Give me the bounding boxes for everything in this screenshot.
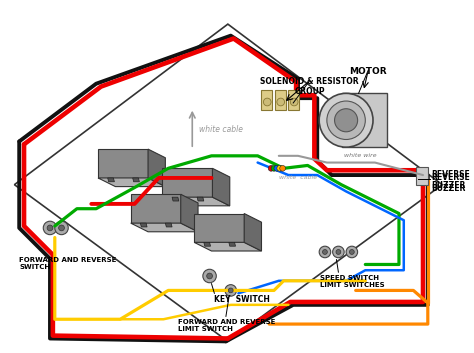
Polygon shape bbox=[98, 178, 165, 187]
Circle shape bbox=[59, 225, 64, 231]
Circle shape bbox=[349, 250, 354, 255]
Circle shape bbox=[43, 221, 57, 235]
Polygon shape bbox=[108, 178, 114, 182]
Polygon shape bbox=[98, 149, 148, 178]
Polygon shape bbox=[229, 243, 236, 246]
Circle shape bbox=[335, 109, 357, 132]
Polygon shape bbox=[181, 194, 198, 232]
Polygon shape bbox=[244, 214, 262, 251]
Circle shape bbox=[268, 166, 274, 171]
Polygon shape bbox=[212, 168, 230, 206]
Polygon shape bbox=[194, 243, 262, 251]
Polygon shape bbox=[342, 93, 387, 147]
Text: FORWARD AND REVERSE
SWITCH: FORWARD AND REVERSE SWITCH bbox=[19, 257, 117, 270]
Polygon shape bbox=[204, 243, 210, 246]
Text: REVERSE
BUZZER: REVERSE BUZZER bbox=[432, 170, 470, 190]
Polygon shape bbox=[131, 194, 181, 223]
Polygon shape bbox=[148, 149, 165, 187]
FancyBboxPatch shape bbox=[416, 167, 428, 185]
Text: white cable: white cable bbox=[199, 125, 243, 134]
Circle shape bbox=[346, 246, 357, 258]
Polygon shape bbox=[165, 223, 172, 227]
Polygon shape bbox=[131, 223, 198, 232]
Circle shape bbox=[274, 166, 280, 171]
Circle shape bbox=[207, 273, 212, 279]
Text: SOLENOID & RESISTOR
GROUP: SOLENOID & RESISTOR GROUP bbox=[260, 77, 359, 96]
Polygon shape bbox=[163, 168, 212, 197]
FancyBboxPatch shape bbox=[275, 90, 285, 110]
Text: REVERSE
BUZZER: REVERSE BUZZER bbox=[432, 173, 470, 192]
Circle shape bbox=[322, 250, 328, 255]
Text: MOTOR: MOTOR bbox=[349, 67, 387, 76]
Circle shape bbox=[277, 98, 284, 106]
Circle shape bbox=[55, 221, 68, 235]
Circle shape bbox=[280, 166, 285, 171]
FancyBboxPatch shape bbox=[288, 90, 299, 110]
Circle shape bbox=[47, 225, 53, 231]
Text: white wire: white wire bbox=[344, 153, 377, 158]
Polygon shape bbox=[140, 223, 147, 227]
Polygon shape bbox=[133, 178, 139, 182]
Circle shape bbox=[264, 98, 271, 106]
Circle shape bbox=[327, 101, 365, 139]
Circle shape bbox=[336, 250, 341, 255]
Text: KEY  SWITCH: KEY SWITCH bbox=[214, 295, 270, 304]
Circle shape bbox=[277, 166, 283, 171]
Polygon shape bbox=[163, 197, 230, 206]
Circle shape bbox=[271, 166, 277, 171]
Text: white  cable: white cable bbox=[279, 175, 317, 180]
Circle shape bbox=[333, 246, 344, 258]
Circle shape bbox=[291, 98, 298, 106]
Polygon shape bbox=[194, 214, 244, 243]
Polygon shape bbox=[172, 197, 179, 201]
Circle shape bbox=[319, 93, 373, 147]
Circle shape bbox=[225, 285, 237, 296]
Circle shape bbox=[203, 269, 216, 283]
Polygon shape bbox=[197, 197, 204, 201]
FancyBboxPatch shape bbox=[262, 90, 272, 110]
Circle shape bbox=[228, 288, 233, 293]
Circle shape bbox=[319, 246, 331, 258]
Text: FORWARD AND REVERSE
LIMIT SWITCH: FORWARD AND REVERSE LIMIT SWITCH bbox=[178, 319, 275, 332]
Text: SPEED SWITCH
LIMIT SWITCHES: SPEED SWITCH LIMIT SWITCHES bbox=[320, 275, 385, 288]
